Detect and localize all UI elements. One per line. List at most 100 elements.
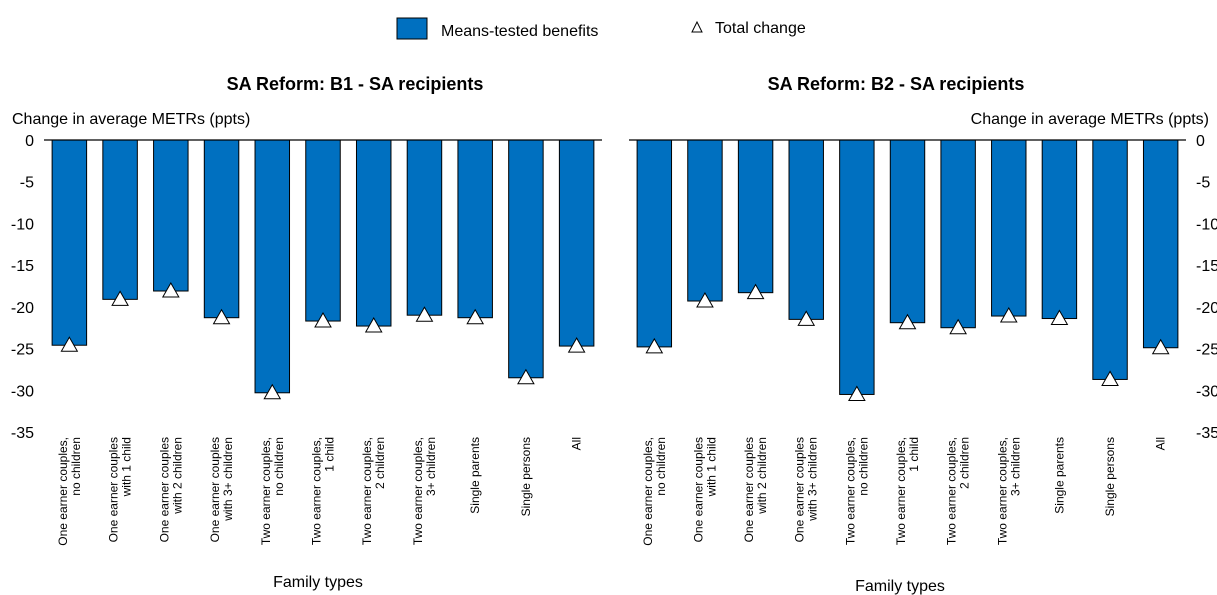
left-category-label: 3+ children xyxy=(424,437,438,496)
left-bar xyxy=(153,139,189,292)
left-category-label: Single parents xyxy=(468,437,482,514)
left-ytick-label: -20 xyxy=(11,300,34,317)
panel-left-title: SA Reform: B1 - SA recipients xyxy=(227,74,484,94)
right-category-label: Two earner couples, xyxy=(894,437,908,545)
left-ytick-label: -5 xyxy=(20,175,34,192)
right-category-label: Single persons xyxy=(1103,437,1117,516)
right-ytick-label: -15 xyxy=(1196,258,1217,275)
right-total-marker xyxy=(1101,370,1119,386)
right-ytick-label: 0 xyxy=(1196,133,1205,150)
left-total-marker xyxy=(111,290,129,306)
panel-right-plot: 0 -5 -10 -15 -20 -25 -30 -35 One earner couples,… xyxy=(629,133,1217,546)
left-category-label: 2 children xyxy=(373,437,387,489)
right-total-marker xyxy=(999,307,1018,323)
left-category-label: no children xyxy=(272,437,286,496)
legend: Means-tested benefits Total change xyxy=(396,17,806,40)
right-category-label: no children xyxy=(654,437,668,496)
right-total-marker xyxy=(949,318,967,335)
right-category-label: One earner couples xyxy=(742,437,756,542)
left-total-marker xyxy=(364,317,383,333)
legend-bar-label: Means-tested benefits xyxy=(441,23,598,40)
left-ytick-label: -35 xyxy=(11,425,34,442)
left-category-label: with 3+ children xyxy=(221,437,235,522)
right-category-label: One earner couples, xyxy=(641,437,655,546)
left-bar xyxy=(305,139,341,322)
left-total-marker xyxy=(314,312,332,328)
right-category-label: 3+ children xyxy=(1008,437,1022,496)
left-category-label: Single persons xyxy=(519,437,533,516)
left-category-label: Two earner couples, xyxy=(310,437,324,545)
right-ytick-label: -30 xyxy=(1196,383,1217,400)
right-ytick-label: -5 xyxy=(1196,175,1210,192)
left-bar xyxy=(51,139,88,346)
left-category-label: All xyxy=(570,437,584,450)
right-category-label: Two earner couples, xyxy=(995,437,1009,545)
left-category-label: 1 child xyxy=(323,437,337,472)
legend-marker-triangle xyxy=(691,20,703,33)
legend-bar-swatch xyxy=(396,17,428,40)
right-category-label: 1 child xyxy=(907,437,921,472)
left-total-marker xyxy=(466,308,485,325)
right-bar xyxy=(737,139,774,294)
right-ytick-label: -10 xyxy=(1196,216,1217,233)
right-bar xyxy=(1092,139,1128,380)
right-category-label: with 3+ children xyxy=(806,437,820,522)
right-category-label: Two earner couples, xyxy=(843,437,857,545)
legend-marker-label: Total change xyxy=(715,20,806,37)
right-category-label: All xyxy=(1154,437,1168,450)
left-category-label: One earner couples xyxy=(157,437,171,542)
left-category-label: no children xyxy=(69,437,83,496)
left-bar xyxy=(355,139,392,327)
right-category-label: Single parents xyxy=(1052,437,1066,514)
right-bar xyxy=(839,139,875,395)
right-bar xyxy=(788,139,824,320)
right-total-marker xyxy=(898,313,917,330)
left-total-marker xyxy=(567,337,586,353)
right-category-label: Two earner couples, xyxy=(945,437,959,545)
left-ytick-label: -15 xyxy=(11,258,34,275)
left-total-marker xyxy=(60,336,79,352)
right-bar xyxy=(687,139,723,302)
left-category-label: with 1 child xyxy=(120,437,134,497)
right-total-marker xyxy=(1151,338,1170,355)
left-bar xyxy=(457,139,493,319)
left-bar xyxy=(406,139,443,316)
right-total-marker xyxy=(848,385,866,401)
left-category-label: One earner couples xyxy=(107,437,121,542)
right-ytick-label: -25 xyxy=(1196,342,1217,359)
right-total-marker xyxy=(1050,309,1069,326)
left-category-label: Two earner couples, xyxy=(259,437,273,545)
right-category-label: with 2 children xyxy=(755,437,769,515)
right-bar xyxy=(636,139,673,348)
left-total-marker xyxy=(415,306,434,322)
right-ytick-label: -20 xyxy=(1196,300,1217,317)
right-ytick-label: -35 xyxy=(1196,425,1217,442)
right-total-marker xyxy=(797,310,816,326)
right-category-label: 2 children xyxy=(958,437,972,489)
left-category-label: One earner couples, xyxy=(56,437,70,546)
right-total-marker xyxy=(696,292,714,308)
left-ytick-label: -25 xyxy=(11,342,34,359)
right-category-label: with 1 child xyxy=(704,437,718,497)
left-bar xyxy=(508,139,544,379)
panel-left-plot: 0 -5 -10 -15 -20 -25 -30 -35 One earner couples,… xyxy=(11,133,602,546)
panel-right: SA Reform: B2 - SA recipients Change in … xyxy=(629,74,1217,595)
right-category-label: One earner couples xyxy=(793,437,807,542)
right-bar xyxy=(889,139,926,324)
panel-right-ylabel: Change in average METRs (ppts) xyxy=(971,111,1209,128)
left-total-marker xyxy=(263,383,282,400)
left-ytick-label: -30 xyxy=(11,383,34,400)
panel-left-ylabel: Change in average METRs (ppts) xyxy=(12,111,250,128)
right-category-label: One earner couples xyxy=(691,437,705,542)
left-category-label: Two earner couples, xyxy=(411,437,425,545)
panel-left-xlabel: Family types xyxy=(273,574,363,591)
panel-right-xlabel: Family types xyxy=(855,578,945,595)
left-ytick-label: -10 xyxy=(11,216,34,233)
left-bar xyxy=(254,139,291,394)
left-bar xyxy=(203,139,240,319)
left-total-marker xyxy=(517,368,535,385)
right-total-marker xyxy=(645,337,664,354)
right-category-label: no children xyxy=(856,437,870,496)
panel-right-title: SA Reform: B2 - SA recipients xyxy=(768,74,1025,94)
